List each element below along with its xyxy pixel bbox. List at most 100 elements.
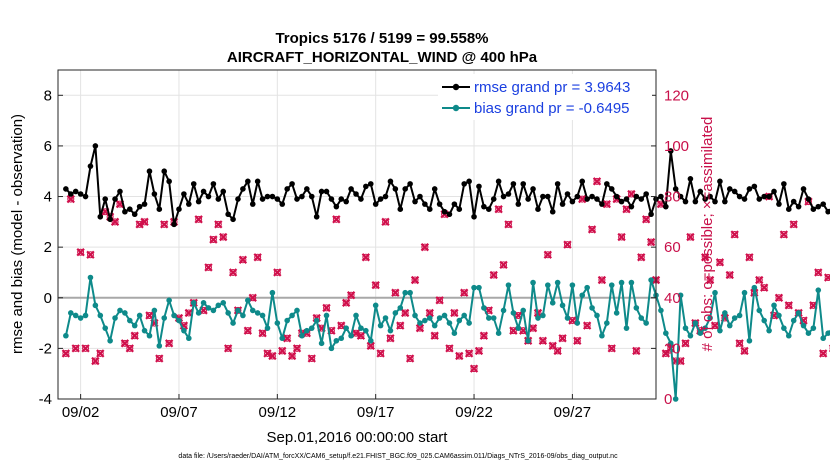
obs-possible-point	[549, 342, 557, 350]
obs-possible-point	[229, 268, 237, 276]
rmse-point	[726, 186, 733, 192]
rmse-point	[117, 188, 123, 195]
obs-possible-point	[539, 337, 547, 345]
bias-point	[151, 307, 158, 314]
rmse-point	[461, 181, 468, 187]
bias-point	[117, 307, 123, 314]
obs-assimilated-point	[405, 354, 415, 363]
rmse-point	[294, 196, 300, 202]
rmse-point	[77, 191, 84, 197]
bias-point	[131, 322, 138, 329]
bias-point	[136, 312, 143, 319]
rmse-point	[107, 216, 113, 223]
rmse-point	[156, 206, 163, 212]
bias-point	[471, 284, 477, 291]
rmse-point	[677, 193, 684, 200]
obs-assimilated-point	[494, 205, 503, 214]
rmse-point	[589, 193, 595, 200]
rmse-point	[505, 191, 512, 197]
rmse-point	[628, 203, 635, 210]
rmse-point	[481, 203, 487, 210]
rmse-point	[599, 201, 605, 207]
bias-point	[574, 320, 581, 326]
rmse-point	[751, 183, 758, 190]
obs-possible-point	[593, 177, 601, 185]
obs-assimilated-point	[332, 215, 341, 224]
rmse-point	[756, 196, 763, 202]
bias-point	[589, 305, 595, 311]
bias-point	[785, 332, 792, 339]
obs-possible-point	[819, 349, 827, 357]
rmse-point	[559, 201, 566, 207]
bias-point	[441, 312, 448, 319]
obs-assimilated-point	[573, 336, 582, 345]
obs-assimilated-point	[558, 334, 567, 343]
bias-point	[328, 345, 335, 352]
obs-assimilated-point	[740, 346, 749, 356]
obs-possible-point	[436, 296, 444, 304]
bias-point	[667, 340, 674, 347]
y2-tick-label: 120	[664, 87, 689, 104]
rmse-point	[741, 196, 748, 202]
obs-possible-point	[627, 190, 635, 198]
bias-point	[485, 315, 492, 321]
rmse-point	[284, 186, 290, 192]
obs-assimilated-point	[420, 242, 430, 252]
obs-possible-point	[244, 327, 252, 335]
y2-tick-label: 20	[664, 340, 681, 357]
bias-point	[540, 312, 546, 319]
bias-point	[702, 325, 708, 331]
obs-assimilated-point	[715, 258, 725, 267]
bias-point	[545, 282, 551, 288]
bias-point	[638, 315, 645, 321]
obs-possible-point	[160, 220, 168, 228]
y2-axis-label: # of obs: o=possible; ×=assimilated	[699, 117, 716, 352]
bias-point	[422, 317, 428, 324]
obs-possible-point	[706, 276, 714, 284]
rmse-point	[446, 211, 453, 218]
bias-point	[377, 322, 384, 329]
bias-point	[63, 332, 69, 339]
rmse-point	[569, 198, 576, 205]
bias-point	[200, 300, 207, 306]
obs-assimilated-point	[66, 194, 75, 204]
obs-assimilated-point	[371, 280, 380, 290]
obs-possible-point	[259, 329, 267, 337]
obs-assimilated-point	[91, 356, 100, 366]
rmse-point	[717, 178, 723, 185]
rmse-point	[584, 196, 590, 202]
obs-assimilated-point	[499, 260, 508, 270]
bias-point	[308, 325, 315, 331]
bias-point	[412, 312, 418, 319]
bias-point	[825, 330, 830, 336]
y-tick-label: -4	[39, 391, 52, 408]
rmse-point	[377, 196, 384, 202]
rmse-point	[800, 186, 807, 192]
obs-assimilated-point	[287, 351, 297, 361]
obs-assimilated-point	[361, 253, 371, 262]
bias-point	[392, 310, 399, 316]
obs-assimilated-point	[401, 308, 410, 318]
rmse-point	[279, 201, 286, 207]
rmse-point	[87, 163, 94, 169]
bias-point	[746, 337, 753, 344]
bias-point	[87, 274, 94, 281]
obs-assimilated-point	[243, 326, 253, 335]
bias-point	[618, 279, 625, 286]
series-lines	[63, 143, 830, 402]
bias-point	[254, 310, 261, 316]
bias-point	[451, 330, 458, 337]
legend-bias-label: bias grand pr = -0.6495	[474, 100, 630, 117]
obs-assimilated-point	[342, 298, 351, 308]
y-tick-label: 2	[44, 239, 52, 256]
obs-possible-point	[460, 289, 468, 297]
y2-tick-label: 100	[664, 138, 689, 155]
bias-point	[279, 335, 286, 342]
obs-possible-point	[224, 344, 232, 352]
bias-point	[476, 284, 482, 291]
bias-point	[554, 279, 561, 286]
obs-possible-point	[450, 309, 458, 317]
obs-assimilated-point	[587, 225, 597, 234]
rmse-point	[697, 188, 704, 195]
obs-possible-point	[337, 322, 345, 330]
